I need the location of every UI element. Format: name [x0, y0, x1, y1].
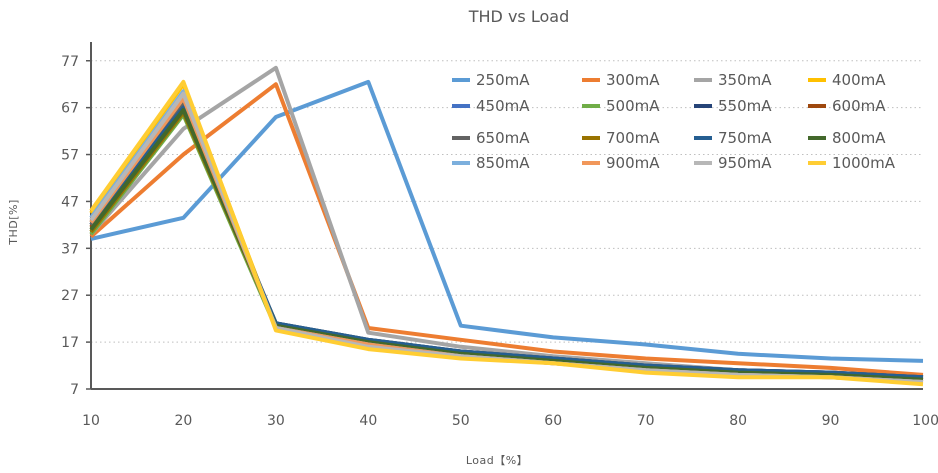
x-tick-label: 30: [267, 413, 285, 429]
series-line-250mA: [90, 79, 924, 363]
legend-label: 750mA: [718, 129, 772, 147]
legend-label: 400mA: [832, 71, 886, 89]
x-axis-title: Load【%】: [466, 454, 528, 467]
series-line-600mA: [89, 108, 924, 382]
y-tick-label: 27: [61, 288, 79, 304]
y-tick-label: 17: [61, 335, 79, 351]
x-tick-label: 90: [822, 413, 840, 429]
y-tick-label: 7: [70, 382, 79, 398]
legend-label: 300mA: [606, 71, 660, 89]
series-line-700mA: [89, 110, 924, 382]
axes: 7 17 27 37 47 57 67 77 10 20 30 40 50 60 70 80 90 100: [61, 42, 938, 429]
x-tick-label: 20: [175, 413, 193, 429]
legend-label: 950mA: [718, 154, 772, 172]
legend-label: 700mA: [606, 129, 660, 147]
legend-label: 450mA: [476, 97, 530, 115]
gridlines: [91, 60, 923, 343]
legend-label: 800mA: [832, 129, 886, 147]
y-tick-label: 77: [61, 54, 79, 70]
y-axis-title: THD[%]: [7, 199, 20, 246]
y-tick-label: 47: [61, 194, 79, 210]
legend-label: 850mA: [476, 154, 530, 172]
y-tick-label: 37: [61, 241, 79, 257]
x-tick-label: 50: [452, 413, 470, 429]
legend-label: 1000mA: [832, 154, 896, 172]
legend-label: 500mA: [606, 97, 660, 115]
x-tick-label: 70: [637, 413, 655, 429]
series-line-300mA: [89, 82, 924, 377]
chart-title: THD vs Load: [468, 7, 569, 26]
series-lines: [89, 65, 924, 387]
y-tick-label: 57: [61, 148, 79, 164]
x-tick-label: 10: [82, 413, 100, 429]
legend-label: 900mA: [606, 154, 660, 172]
legend-label: 600mA: [832, 97, 886, 115]
legend-label: 350mA: [718, 71, 772, 89]
series-line-550mA: [89, 105, 924, 380]
x-tick-label: 60: [544, 413, 562, 429]
legend-label: 650mA: [476, 129, 530, 147]
x-tick-label: 80: [729, 413, 747, 429]
series-line-1000mA: [89, 79, 924, 387]
legend-label: 550mA: [718, 97, 772, 115]
y-tick-label: 67: [61, 101, 79, 117]
x-tick-label: 100: [912, 413, 938, 429]
x-tick-label: 40: [359, 413, 377, 429]
legend: 250mA 300mA 350mA 400mA 450mA 500mA 550mA 600mA…: [452, 71, 896, 172]
series-line-800mA: [89, 108, 924, 382]
series-line-750mA: [89, 105, 924, 380]
legend-label: 250mA: [476, 71, 530, 89]
